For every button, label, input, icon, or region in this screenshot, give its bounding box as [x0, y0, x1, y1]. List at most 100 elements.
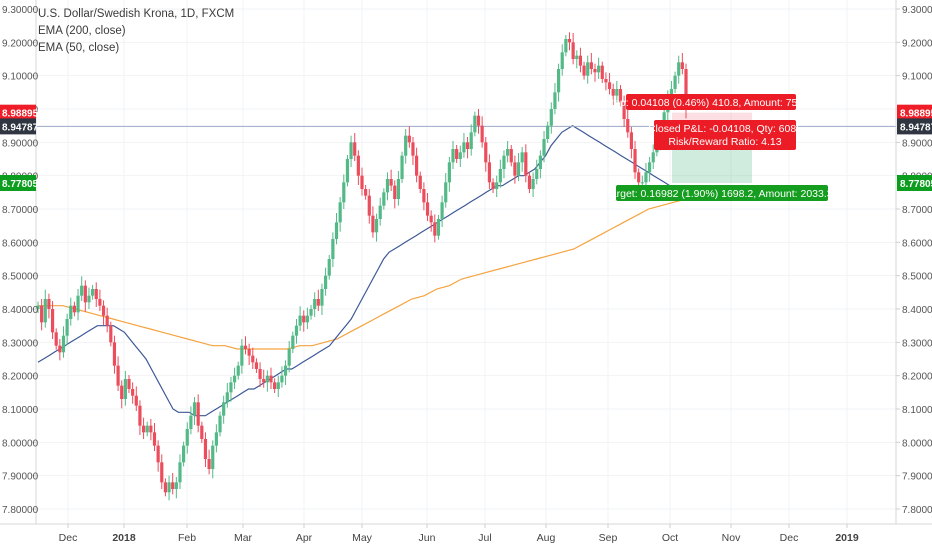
- candle[interactable]: [629, 127, 633, 159]
- candle[interactable]: [123, 371, 127, 406]
- candle[interactable]: [378, 197, 382, 226]
- candle[interactable]: [651, 144, 655, 169]
- candle[interactable]: [680, 53, 684, 75]
- candle[interactable]: [112, 335, 117, 374]
- candle[interactable]: [178, 454, 182, 489]
- candle[interactable]: [174, 477, 178, 499]
- candle[interactable]: [196, 394, 200, 433]
- candle[interactable]: [109, 321, 113, 347]
- candle[interactable]: [422, 182, 426, 211]
- candle[interactable]: [50, 301, 55, 339]
- candle[interactable]: [393, 180, 397, 209]
- candle[interactable]: [247, 343, 251, 365]
- candle[interactable]: [360, 167, 364, 196]
- candle[interactable]: [182, 441, 186, 467]
- candle[interactable]: [549, 102, 553, 134]
- candle[interactable]: [294, 319, 299, 344]
- candle[interactable]: [211, 440, 215, 479]
- candle[interactable]: [116, 356, 120, 391]
- candle[interactable]: [615, 81, 619, 103]
- candle[interactable]: [396, 171, 401, 206]
- candle[interactable]: [597, 57, 601, 79]
- candle[interactable]: [604, 72, 608, 91]
- candle[interactable]: [98, 289, 102, 311]
- candle[interactable]: [433, 214, 437, 243]
- candle[interactable]: [356, 150, 360, 185]
- candle[interactable]: [444, 173, 448, 208]
- candle[interactable]: [506, 141, 510, 163]
- candle[interactable]: [542, 131, 546, 163]
- candle[interactable]: [429, 210, 433, 232]
- candle[interactable]: [207, 449, 211, 475]
- candle[interactable]: [160, 454, 164, 489]
- candle[interactable]: [229, 377, 233, 402]
- candle[interactable]: [342, 174, 346, 209]
- candle[interactable]: [364, 185, 368, 200]
- candle[interactable]: [91, 285, 95, 300]
- candle[interactable]: [262, 369, 266, 388]
- candle[interactable]: [47, 293, 51, 319]
- candle[interactable]: [465, 137, 470, 159]
- candle[interactable]: [400, 151, 404, 183]
- candle[interactable]: [331, 232, 335, 267]
- candle[interactable]: [149, 419, 153, 441]
- candle[interactable]: [385, 172, 390, 201]
- candle[interactable]: [338, 197, 342, 232]
- candle[interactable]: [509, 145, 513, 167]
- candle[interactable]: [54, 328, 58, 350]
- candle[interactable]: [94, 282, 98, 307]
- candle[interactable]: [556, 63, 561, 102]
- candle[interactable]: [334, 213, 339, 245]
- candle[interactable]: [607, 73, 612, 95]
- candle[interactable]: [40, 299, 44, 331]
- closed-pnl-label[interactable]: Closed P&L: -0.04108, Qty: 6085Risk/Rewa…: [648, 120, 802, 150]
- candle[interactable]: [101, 300, 106, 325]
- candle[interactable]: [589, 53, 593, 75]
- candle[interactable]: [316, 289, 320, 311]
- candle[interactable]: [283, 360, 288, 385]
- candle[interactable]: [127, 375, 131, 393]
- candle[interactable]: [58, 339, 62, 361]
- candle[interactable]: [389, 169, 393, 191]
- candle[interactable]: [524, 144, 528, 183]
- candle[interactable]: [538, 150, 542, 179]
- candle[interactable]: [298, 306, 302, 331]
- candle[interactable]: [243, 336, 248, 355]
- candle[interactable]: [236, 361, 240, 380]
- candle[interactable]: [677, 55, 681, 84]
- candle[interactable]: [65, 313, 69, 345]
- candle[interactable]: [564, 35, 568, 57]
- candle[interactable]: [451, 141, 455, 169]
- candle[interactable]: [156, 440, 160, 472]
- candle[interactable]: [633, 141, 637, 179]
- candle[interactable]: [440, 195, 444, 227]
- candle[interactable]: [69, 297, 73, 326]
- candle[interactable]: [571, 33, 575, 65]
- candle[interactable]: [134, 386, 138, 411]
- candle[interactable]: [273, 378, 277, 393]
- candle[interactable]: [553, 83, 557, 115]
- candle[interactable]: [535, 159, 539, 185]
- candle[interactable]: [83, 280, 87, 312]
- candle[interactable]: [578, 47, 583, 73]
- candle[interactable]: [214, 424, 218, 453]
- candle[interactable]: [560, 44, 564, 76]
- candle[interactable]: [516, 153, 521, 181]
- candle[interactable]: [203, 432, 208, 467]
- candle[interactable]: [313, 292, 317, 317]
- candle[interactable]: [415, 147, 419, 183]
- candle[interactable]: [251, 347, 255, 369]
- candle[interactable]: [280, 366, 284, 388]
- candle[interactable]: [131, 382, 135, 404]
- candle[interactable]: [305, 307, 309, 329]
- candle[interactable]: [487, 154, 492, 189]
- candle[interactable]: [447, 157, 451, 192]
- candle[interactable]: [531, 172, 535, 197]
- candle[interactable]: [618, 85, 623, 107]
- candle[interactable]: [138, 400, 142, 435]
- candle[interactable]: [458, 145, 462, 167]
- candle[interactable]: [76, 289, 80, 321]
- candle[interactable]: [120, 380, 124, 409]
- candle[interactable]: [575, 50, 579, 69]
